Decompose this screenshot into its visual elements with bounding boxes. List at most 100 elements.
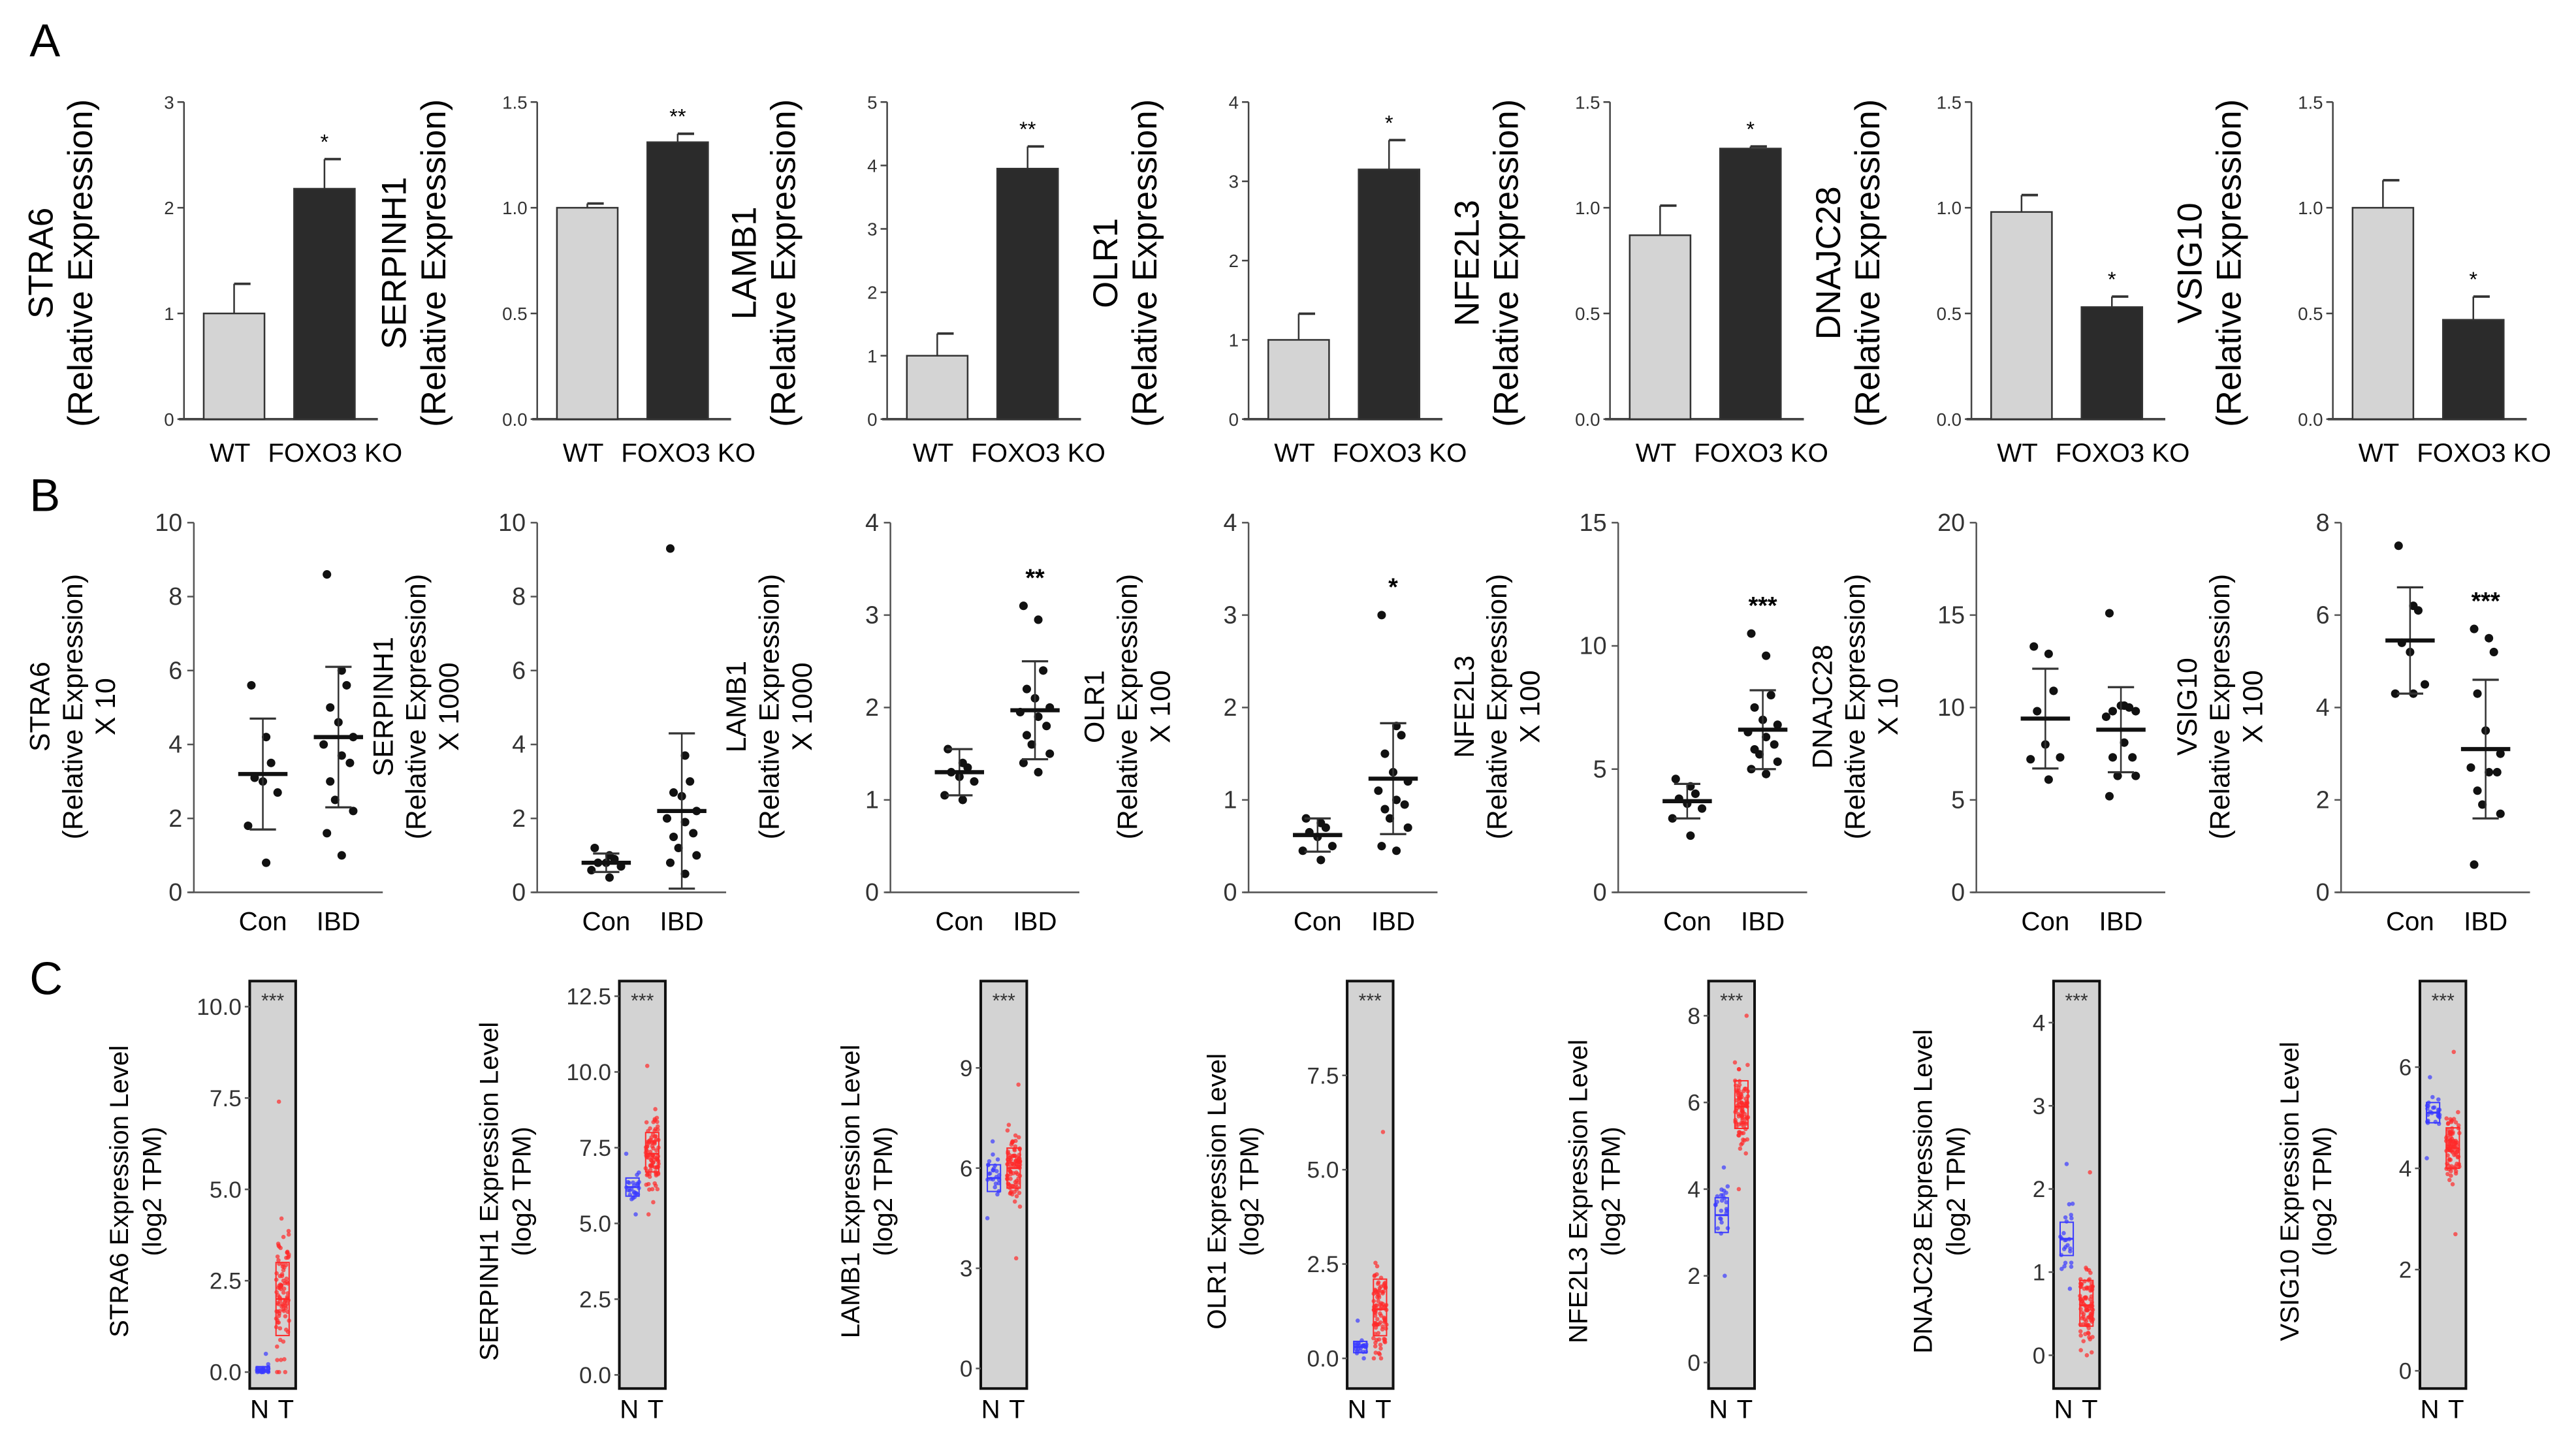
sample-point-tumor <box>1015 1172 1020 1177</box>
sample-point-tumor <box>2444 1116 2449 1121</box>
sample-point-tumor <box>1017 1204 1023 1209</box>
data-point <box>2108 707 2118 716</box>
sample-point-tumor <box>1740 1113 1744 1118</box>
y-tick-label: 8 <box>168 583 182 610</box>
data-point <box>940 791 949 800</box>
x-category-label: N <box>1348 1395 1367 1424</box>
sample-point-normal <box>1724 1211 1728 1215</box>
y-tick-label: 2.5 <box>1307 1252 1339 1277</box>
sample-point-tumor <box>1373 1350 1378 1355</box>
y-axis-title-scale: X 1000 <box>434 662 465 751</box>
y-tick-label: 0 <box>512 878 526 906</box>
data-point <box>1380 805 1390 814</box>
x-category-label: Con <box>2021 906 2069 936</box>
sample-point-tumor <box>2453 1232 2458 1237</box>
y-tick-label: 10.0 <box>197 995 242 1020</box>
sample-point-tumor <box>1016 1176 1021 1181</box>
sample-point-normal <box>1721 1165 1726 1170</box>
y-tick-label: 2 <box>168 805 182 832</box>
sample-point-normal <box>633 1212 638 1217</box>
sample-point-tumor <box>1011 1162 1017 1167</box>
sample-point-tumor <box>1016 1135 1021 1140</box>
sample-point-normal <box>263 1351 268 1356</box>
data-point <box>1671 775 1680 784</box>
y-axis-title-unit: (Relative Expression) <box>1112 574 1143 839</box>
y-tick-label: 10 <box>155 509 182 536</box>
sample-point-tumor <box>1736 1130 1741 1134</box>
x-category-label: T <box>648 1395 664 1424</box>
sample-point-tumor <box>654 1115 660 1120</box>
sample-point-tumor <box>1013 1256 1019 1261</box>
sample-point-tumor <box>2453 1141 2458 1145</box>
x-category-label: Con <box>1663 906 1711 936</box>
sample-point-tumor <box>646 1140 652 1144</box>
y-tick-label: 0.0 <box>1307 1347 1339 1372</box>
y-axis-title-gene: OLR1 <box>1087 218 1125 308</box>
y-axis-title-gene: VSIG10 <box>2171 202 2209 323</box>
sample-point-tumor <box>1008 1176 1013 1181</box>
sample-point-normal <box>2064 1219 2069 1224</box>
y-axis-title-unit: (Relative Expression) <box>765 99 803 427</box>
y-axis-title-unit: (log2 TPM) <box>1597 1126 1626 1256</box>
sample-point-normal <box>1719 1187 1724 1192</box>
sample-point-tumor <box>275 1344 279 1349</box>
y-axis-title-gene: DNAJC28 <box>1807 645 1838 769</box>
data-point <box>1022 731 1032 740</box>
y-tick-label: 1.0 <box>1575 198 1600 218</box>
data-point <box>2413 606 2423 615</box>
y-tick-label: 0 <box>168 878 182 906</box>
y-tick-label: 0.5 <box>2298 304 2323 324</box>
y-tick-label: 1 <box>867 346 877 366</box>
y-tick-label: 1.5 <box>1575 92 1600 112</box>
sample-point-normal <box>1719 1208 1724 1213</box>
bar-wt <box>1267 339 1330 421</box>
significance-label: ** <box>669 104 686 129</box>
sample-point-tumor <box>2084 1296 2088 1301</box>
y-tick-label: 0.5 <box>1937 304 1962 324</box>
significance-label: *** <box>2065 991 2088 1012</box>
y-axis-title-gene: LAMB1 <box>721 661 752 752</box>
y-tick-label: 8 <box>512 583 526 610</box>
x-category-label: T <box>1009 1395 1025 1424</box>
bar-wt <box>1990 211 2053 421</box>
y-tick-label: 6 <box>168 656 182 684</box>
significance-label: * <box>1385 110 1393 135</box>
sample-point-tumor <box>1736 1133 1741 1138</box>
sample-point-normal <box>1721 1192 1726 1198</box>
y-tick-label: 8 <box>1687 1004 1700 1029</box>
sample-point-tumor <box>1373 1260 1378 1266</box>
y-axis-title-unit: (Relative Expression) <box>57 574 89 839</box>
sample-point-normal <box>1724 1200 1728 1205</box>
sample-point-normal <box>2063 1260 2068 1266</box>
data-point <box>2496 809 2505 818</box>
y-tick-label: 2 <box>2033 1177 2046 1202</box>
y-axis-title-gene: SERPINH1 <box>375 177 413 349</box>
data-point <box>2489 647 2498 657</box>
sample-point-tumor <box>649 1135 654 1140</box>
sample-point-normal <box>2069 1264 2074 1269</box>
y-tick-label: 0 <box>1951 878 1965 906</box>
sample-point-tumor <box>278 1326 283 1331</box>
y-tick-label: 5.0 <box>210 1177 242 1203</box>
sample-point-tumor <box>652 1128 657 1133</box>
data-point <box>1392 795 1401 805</box>
y-tick-label: 4 <box>867 155 877 176</box>
sample-point-normal <box>2063 1215 2068 1220</box>
chart-a-lamb1: LAMB1 (Relative Expression) 0 1 2 3 4 5 WT ** FOXO… <box>725 92 1105 468</box>
sample-point-tumor <box>1376 1350 1381 1356</box>
sample-point-tumor <box>286 1232 291 1237</box>
y-tick-label: 3 <box>2033 1094 2046 1119</box>
y-axis-title-gene: SERPINH1 Expression Level <box>474 1022 503 1361</box>
y-tick-label: 10 <box>1937 694 1965 721</box>
y-axis-title-gene: SERPINH1 <box>368 637 399 776</box>
sample-point-tumor <box>2081 1339 2086 1344</box>
data-point <box>2056 753 2065 762</box>
x-category-label: FOXO3 KO <box>621 438 755 468</box>
chart-b-olr1: OLR1 (Relative Expression) X 100 0 1 2 3 4 Con IB… <box>1079 509 1438 936</box>
y-tick-label: 0 <box>960 1356 973 1382</box>
data-point <box>1039 666 1048 675</box>
sample-point-tumor <box>276 1258 281 1263</box>
chart-b-vsig10: VSIG10 (Relative Expression) X 100 0 2 4 6 8 Con… <box>2172 509 2530 936</box>
sample-point-tumor <box>278 1337 283 1343</box>
y-axis-title-unit: (log2 TPM) <box>138 1126 167 1256</box>
